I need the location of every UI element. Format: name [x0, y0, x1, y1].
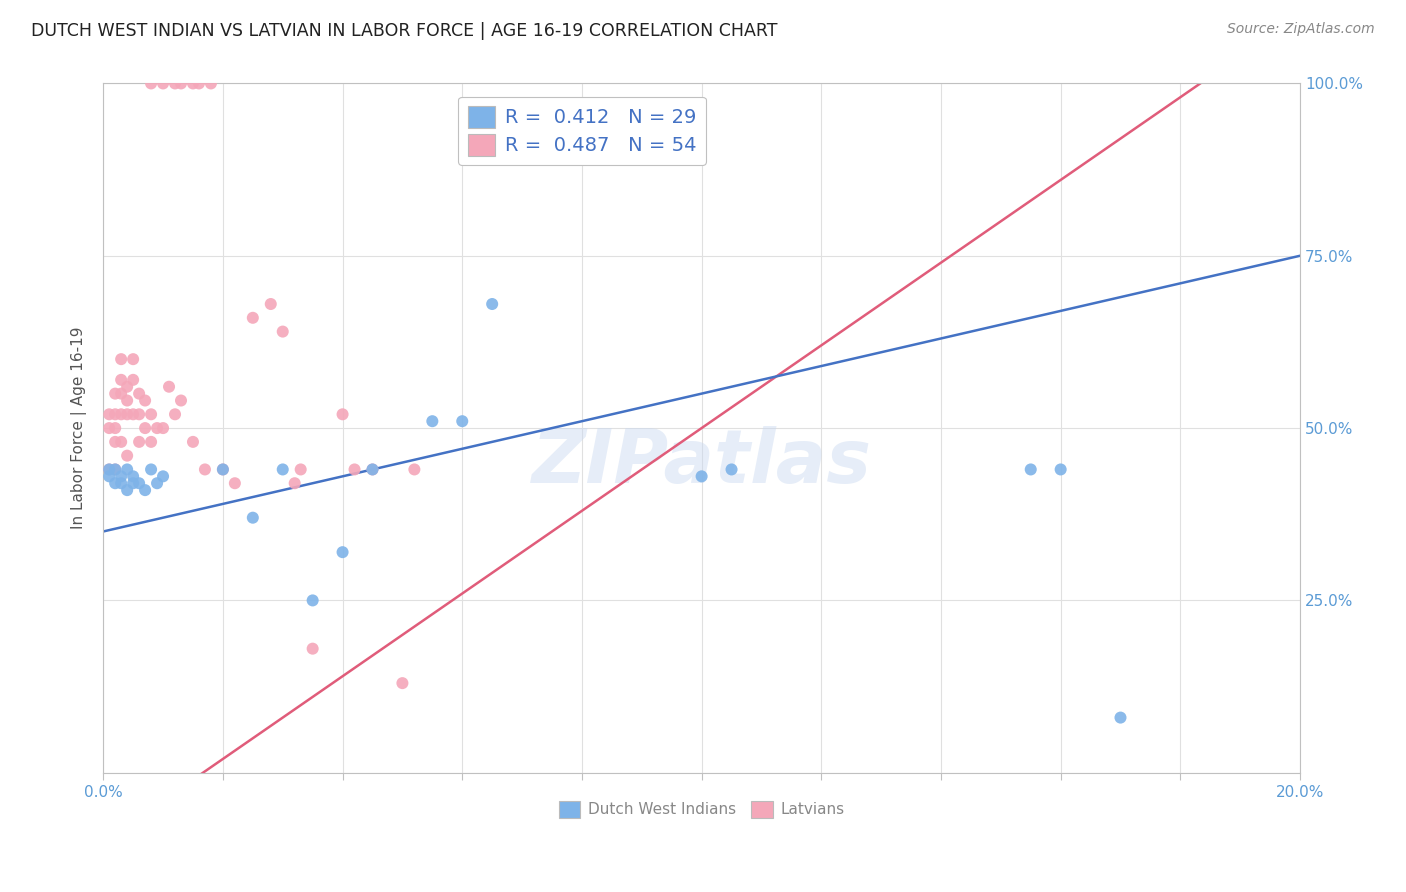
Point [224, 476, 246, 491]
Point [152, 469, 174, 483]
Point [361, 462, 384, 476]
Point [139, 434, 162, 449]
Point [122, 373, 145, 387]
Point [242, 310, 264, 325]
Point [110, 352, 132, 367]
Point [128, 434, 150, 449]
Point [301, 593, 323, 607]
Point [170, 77, 193, 91]
Point [170, 393, 193, 408]
Point [139, 77, 162, 91]
Point [181, 77, 204, 91]
Point [290, 462, 312, 476]
Point [1109, 710, 1132, 724]
Point [451, 414, 474, 428]
Point [115, 483, 138, 497]
Legend: Dutch West Indians, Latvians: Dutch West Indians, Latvians [553, 795, 851, 823]
Point [104, 421, 127, 435]
Point [98, 462, 121, 476]
Point [1049, 462, 1071, 476]
Point [128, 386, 150, 401]
Point [163, 407, 186, 421]
Point [115, 393, 138, 408]
Point [122, 469, 145, 483]
Point [139, 407, 162, 421]
Point [110, 373, 132, 387]
Point [146, 421, 169, 435]
Y-axis label: In Labor Force | Age 16-19: In Labor Force | Age 16-19 [72, 326, 87, 529]
Point [271, 325, 294, 339]
Point [301, 641, 323, 656]
Point [98, 407, 121, 421]
Point [361, 462, 384, 476]
Point [110, 434, 132, 449]
Point [1019, 462, 1042, 476]
Point [271, 462, 294, 476]
Point [115, 462, 138, 476]
Text: Source: ZipAtlas.com: Source: ZipAtlas.com [1227, 22, 1375, 37]
Point [115, 407, 138, 421]
Point [98, 469, 121, 483]
Point [110, 386, 132, 401]
Point [104, 434, 127, 449]
Point [212, 462, 235, 476]
Point [200, 77, 222, 91]
Point [128, 407, 150, 421]
Point [343, 462, 366, 476]
Point [104, 462, 127, 476]
Point [146, 476, 169, 491]
Point [104, 462, 127, 476]
Point [104, 386, 127, 401]
Point [163, 77, 186, 91]
Point [98, 462, 121, 476]
Point [104, 407, 127, 421]
Point [242, 510, 264, 524]
Point [104, 476, 127, 491]
Point [284, 476, 307, 491]
Point [404, 462, 426, 476]
Point [98, 421, 121, 435]
Point [134, 483, 156, 497]
Point [110, 476, 132, 491]
Point [122, 476, 145, 491]
Point [134, 393, 156, 408]
Text: DUTCH WEST INDIAN VS LATVIAN IN LABOR FORCE | AGE 16-19 CORRELATION CHART: DUTCH WEST INDIAN VS LATVIAN IN LABOR FO… [31, 22, 778, 40]
Point [212, 462, 235, 476]
Point [122, 407, 145, 421]
Point [332, 407, 354, 421]
Point [110, 407, 132, 421]
Point [690, 469, 713, 483]
Point [152, 77, 174, 91]
Point [260, 297, 283, 311]
Point [128, 476, 150, 491]
Point [115, 380, 138, 394]
Point [420, 414, 443, 428]
Point [115, 449, 138, 463]
Point [134, 421, 156, 435]
Point [194, 462, 217, 476]
Point [720, 462, 742, 476]
Point [332, 545, 354, 559]
Point [139, 462, 162, 476]
Point [188, 77, 211, 91]
Point [157, 380, 180, 394]
Point [122, 352, 145, 367]
Point [481, 297, 503, 311]
Point [152, 421, 174, 435]
Point [391, 676, 413, 690]
Point [181, 434, 204, 449]
Text: ZIPatlas: ZIPatlas [531, 426, 872, 499]
Point [110, 469, 132, 483]
